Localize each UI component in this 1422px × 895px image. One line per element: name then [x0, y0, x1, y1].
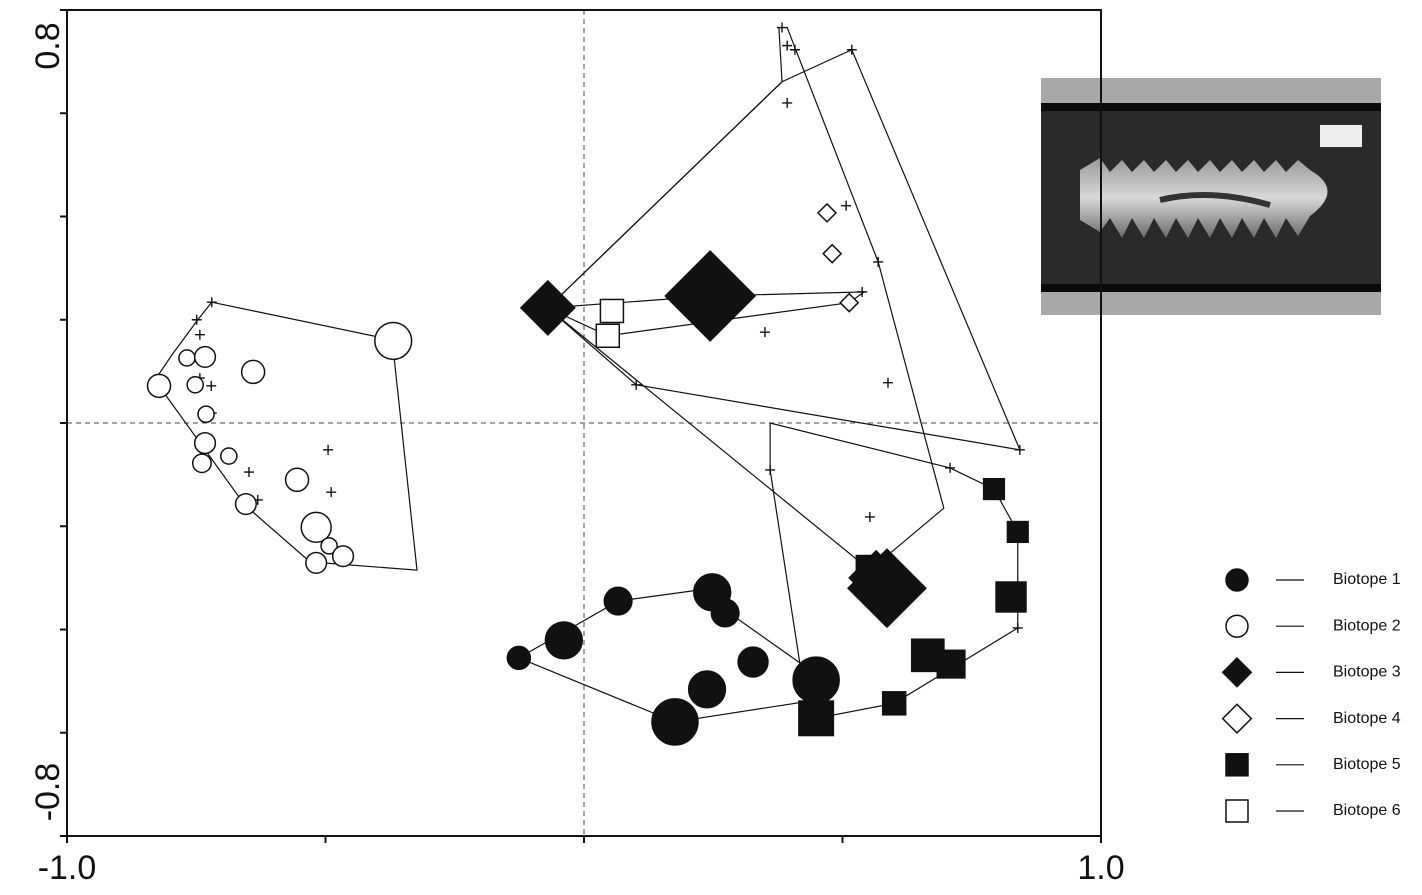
legend-item: Biotope 1 [1225, 568, 1401, 592]
marker [595, 323, 621, 349]
species-point [846, 44, 857, 55]
marker [146, 373, 172, 399]
marker [710, 598, 740, 628]
marker [995, 581, 1027, 613]
marker [186, 375, 205, 394]
photo-band [1041, 284, 1381, 292]
species-point [326, 487, 337, 498]
marker [191, 453, 212, 474]
y-tick-label: -0.8 [29, 763, 67, 822]
marker [599, 298, 625, 324]
marker [1221, 703, 1253, 734]
marker [193, 345, 217, 369]
species-point [759, 327, 770, 338]
species-point [191, 314, 202, 325]
legend-label: Biotope 5 [1333, 756, 1401, 773]
legend: Biotope 1 Biotope 2 Biotope 3 Biotope 4 Biot… [1221, 568, 1401, 823]
x-tick-label: 1.0 [1077, 849, 1124, 887]
marker [936, 649, 966, 679]
species-point [194, 329, 205, 340]
marker [603, 586, 633, 616]
marker [651, 698, 699, 746]
marker [1225, 753, 1249, 777]
legend-label: Biotope 1 [1333, 571, 1401, 588]
marker [1225, 614, 1249, 638]
legend-label: Biotope 6 [1333, 802, 1401, 819]
species-point [782, 40, 793, 51]
marker [220, 447, 238, 465]
marker [798, 700, 835, 737]
species-point [841, 200, 852, 211]
marker [792, 656, 840, 704]
marker [816, 202, 838, 223]
species-point [789, 44, 800, 55]
legend-item: Biotope 4 [1221, 703, 1401, 734]
marker [839, 292, 860, 313]
marker [234, 492, 257, 516]
marker [1006, 520, 1029, 544]
species-point [945, 462, 956, 473]
marker [193, 432, 217, 455]
species-point [777, 22, 788, 33]
marker [982, 477, 1006, 501]
marker [374, 321, 413, 361]
y-tick-label: 0.8 [29, 22, 67, 69]
marker [331, 545, 355, 568]
species-point [782, 97, 793, 108]
legend-label: Biotope 2 [1333, 617, 1401, 634]
species-point [857, 286, 868, 297]
species-point [206, 297, 217, 308]
marker [687, 670, 727, 709]
species-point [323, 444, 334, 455]
marker [284, 467, 310, 493]
species-point [882, 377, 893, 388]
species-point [631, 379, 642, 390]
species-point [243, 467, 254, 478]
marker [519, 279, 576, 336]
hull [546, 48, 1021, 451]
marker [1221, 657, 1253, 688]
species-point [1014, 444, 1025, 455]
marker [1225, 799, 1249, 823]
marker [855, 554, 881, 580]
marker [544, 621, 583, 660]
photo-inset [1041, 78, 1381, 315]
species-point [206, 380, 217, 391]
species-point [765, 464, 776, 475]
species-point [1012, 622, 1023, 633]
x-tick-label: -1.0 [38, 849, 97, 887]
legend-label: Biotope 4 [1333, 710, 1401, 727]
marker [178, 349, 196, 367]
legend-item: Biotope 5 [1225, 753, 1401, 777]
legend-label: Biotope 3 [1333, 664, 1401, 681]
marker [664, 250, 757, 342]
larva-gut [1159, 192, 1271, 208]
marker [822, 243, 843, 264]
marker [300, 511, 332, 543]
marker [1225, 568, 1249, 592]
legend-item: Biotope 6 [1225, 799, 1401, 823]
marker [881, 691, 907, 716]
photo-highlight [1320, 125, 1362, 147]
marker [506, 645, 532, 671]
marker [320, 537, 338, 555]
legend-item: Biotope 2 [1225, 614, 1401, 638]
photo-band [1041, 103, 1381, 111]
marker [197, 405, 215, 424]
marker [240, 359, 266, 385]
species-point [873, 256, 884, 267]
marker [305, 551, 328, 575]
plot-area: -1.0 1.0 -0.8 0.8 [29, 9, 1125, 887]
species-point [864, 511, 875, 522]
marker [737, 646, 769, 678]
legend-item: Biotope 3 [1221, 657, 1401, 688]
